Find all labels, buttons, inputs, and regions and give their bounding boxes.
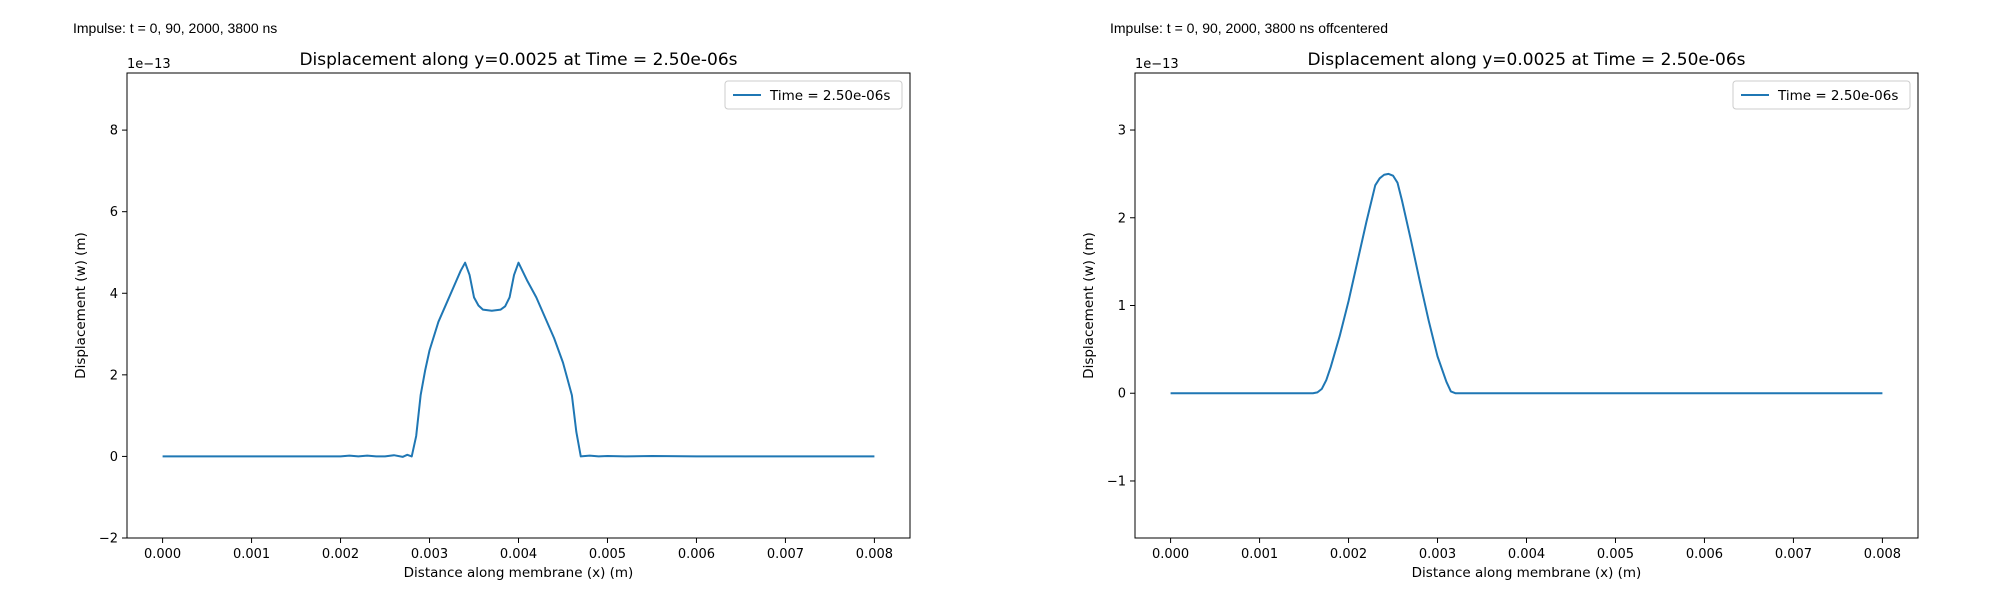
x-tick-label-left-0: 0.000 [144, 547, 181, 562]
legend-label-left: Time = 2.50e-06s [769, 88, 890, 104]
y-tick-label-left-2: 2 [110, 368, 118, 383]
series-line-left-0 [162, 261, 875, 458]
y-tick-label-left-4: 6 [110, 205, 118, 220]
x-tick-label-right-4: 0.004 [1508, 547, 1545, 562]
x-tick-label-right-8: 0.008 [1864, 547, 1901, 562]
y-tick-label-left-0: −2 [99, 532, 118, 547]
x-tick-label-right-3: 0.003 [1419, 547, 1456, 562]
y-axis-label-right: Displacement (w) (m) [1081, 232, 1097, 379]
panel-caption-right: Impulse: t = 0, 90, 2000, 3800 ns offcen… [1110, 20, 1388, 36]
x-tick-label-left-6: 0.006 [678, 547, 715, 562]
x-tick-label-left-4: 0.004 [500, 547, 537, 562]
x-tick-label-right-6: 0.006 [1686, 547, 1723, 562]
x-tick-label-left-1: 0.001 [233, 547, 270, 562]
legend-label-right: Time = 2.50e-06s [1777, 88, 1898, 104]
y-tick-label-left-5: 8 [110, 124, 118, 139]
x-axis-label-left: Distance along membrane (x) (m) [404, 565, 634, 581]
y-tick-label-left-1: 0 [110, 450, 118, 465]
x-tick-label-right-0: 0.000 [1152, 547, 1189, 562]
chart-title-right: Displacement along y=0.0025 at Time = 2.… [1307, 50, 1745, 70]
x-tick-label-left-8: 0.008 [856, 547, 893, 562]
series-line-right-0 [1170, 172, 1883, 395]
legend-box-right [1732, 80, 1911, 110]
y-axis-label-left: Displacement (w) (m) [73, 232, 89, 379]
y-tick-label-right-1: 0 [1118, 387, 1126, 402]
plot-frame-right [1134, 72, 1919, 539]
x-tick-label-left-5: 0.005 [589, 547, 626, 562]
x-axis-label-right: Distance along membrane (x) (m) [1412, 565, 1642, 581]
plot-frame-left [126, 72, 911, 539]
x-tick-label-right-2: 0.002 [1330, 547, 1367, 562]
y-tick-label-right-2: 1 [1118, 299, 1126, 314]
x-tick-label-left-3: 0.003 [411, 547, 448, 562]
panel-caption-left: Impulse: t = 0, 90, 2000, 3800 ns [73, 20, 278, 36]
chart-title-left: Displacement along y=0.0025 at Time = 2.… [299, 50, 737, 70]
x-tick-label-right-7: 0.007 [1775, 547, 1812, 562]
y-offset-text-right: 1e−13 [1135, 57, 1179, 72]
x-tick-label-left-2: 0.002 [322, 547, 359, 562]
y-tick-label-right-3: 2 [1118, 211, 1126, 226]
y-tick-label-right-0: −1 [1107, 474, 1126, 489]
legend-box-left [724, 80, 903, 110]
x-tick-label-right-1: 0.001 [1241, 547, 1278, 562]
x-tick-label-right-5: 0.005 [1597, 547, 1634, 562]
x-tick-label-left-7: 0.007 [767, 547, 804, 562]
y-tick-label-right-4: 3 [1118, 124, 1126, 139]
y-offset-text-left: 1e−13 [127, 57, 171, 72]
y-tick-label-left-3: 4 [110, 287, 118, 302]
